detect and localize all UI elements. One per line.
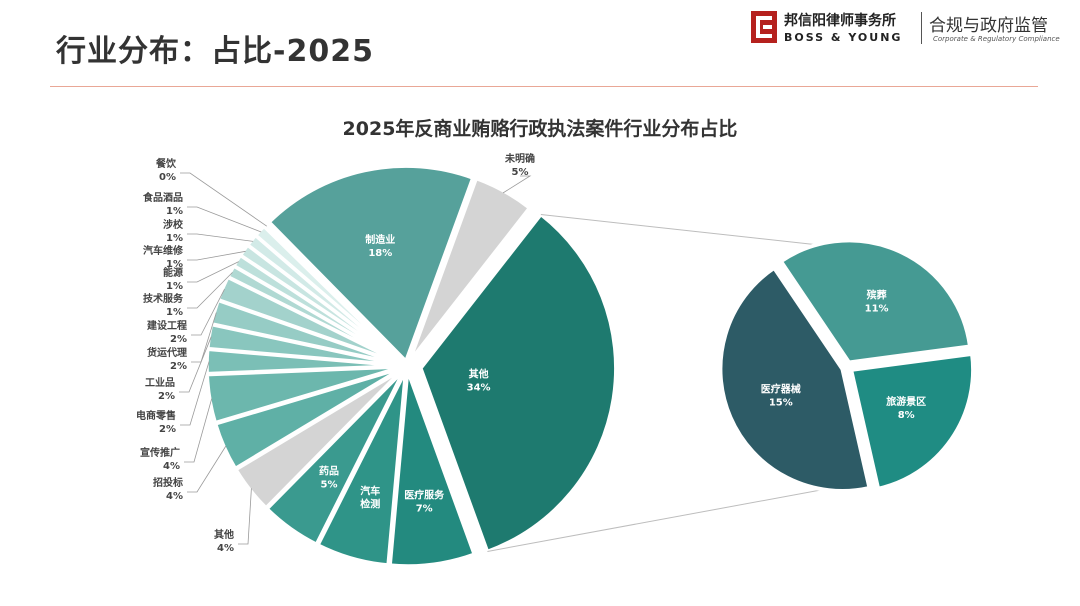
breakout-slice-1 — [848, 351, 976, 492]
pie-label-18: 未明确 5% — [504, 152, 535, 178]
pie-slice-17 — [266, 164, 476, 365]
pie-slice-0 — [418, 212, 618, 554]
breakout-label-2: 医疗器械 15% — [761, 383, 801, 409]
pie-label-1: 医疗服务 7% — [404, 489, 445, 515]
pie-label-9: 货运代理 2% — [147, 346, 187, 372]
breakout-slice-0 — [778, 238, 973, 365]
leader-line-9 — [191, 312, 217, 363]
breakout-label-1: 旅游景区 8% — [886, 395, 926, 421]
leader-line-5 — [187, 445, 227, 493]
leader-line-15 — [187, 206, 262, 233]
pie-label-16: 餐饮 0% — [155, 157, 177, 183]
pie-label-17: 制造业 18% — [365, 233, 395, 259]
pie-slice-18 — [407, 176, 532, 363]
leader-line-14 — [187, 233, 254, 242]
pie-label-15: 食品酒品 1% — [142, 191, 183, 217]
chart-title: 2025年反商业贿赂行政执法案件行业分布占比 — [342, 118, 738, 140]
connector-line-bottom — [487, 486, 838, 552]
leader-line-16 — [180, 172, 268, 227]
logo-practice-en: Corporate & Regulatory Compliance — [933, 35, 1060, 43]
leader-line-13 — [187, 250, 246, 261]
pie-label-0: 其他 34% — [467, 367, 491, 393]
pie-label-14: 涉校 1% — [163, 218, 184, 244]
logo-brand-cn: 邦信阳律师事务所 — [784, 13, 896, 29]
pie-label-6: 宣传推广 4% — [140, 446, 180, 472]
leader-line-12 — [187, 261, 239, 283]
firm-logo: 邦信阳律师事务所 BOSS & YOUNG 合规与政府监管 Corporate … — [751, 10, 1061, 46]
connector-line-top — [540, 214, 838, 248]
logo-brand-en: BOSS & YOUNG — [784, 31, 903, 44]
pie-label-3: 药品 5% — [319, 465, 339, 491]
breakout-label-0: 殡葬 11% — [865, 288, 889, 314]
breakout-slice-2 — [718, 265, 872, 493]
logo-mark-icon — [751, 11, 777, 43]
pie-label-7: 电商零售 2% — [136, 409, 176, 435]
pie-label-4: 其他 4% — [214, 528, 234, 554]
pie-label-5: 招投标 4% — [153, 476, 183, 502]
leader-line-8 — [179, 336, 212, 393]
pie-label-2: 汽车检测 — [360, 485, 380, 511]
leader-line-7 — [180, 361, 210, 426]
leader-line-18 — [502, 175, 532, 194]
leader-line-6 — [184, 398, 213, 463]
pie-slice-1 — [388, 370, 477, 568]
slide-title: 行业分布：占比-2025 — [56, 34, 374, 69]
leader-line-11 — [187, 272, 233, 309]
pie-label-13: 汽车维修 1% — [143, 244, 184, 270]
leader-line-4 — [238, 488, 252, 545]
leader-line-10 — [191, 289, 225, 336]
logo-separator — [921, 12, 922, 44]
pie-label-8: 工业品 2% — [145, 376, 175, 402]
title-divider — [50, 86, 1038, 87]
pie-label-11: 技术服务 1% — [143, 292, 184, 318]
pie-label-10: 建设工程 2% — [146, 319, 187, 345]
pie-label-12: 能源 1% — [163, 266, 183, 292]
logo-practice-cn: 合规与政府监管 — [929, 16, 1048, 36]
pie-slice-2 — [315, 370, 408, 567]
